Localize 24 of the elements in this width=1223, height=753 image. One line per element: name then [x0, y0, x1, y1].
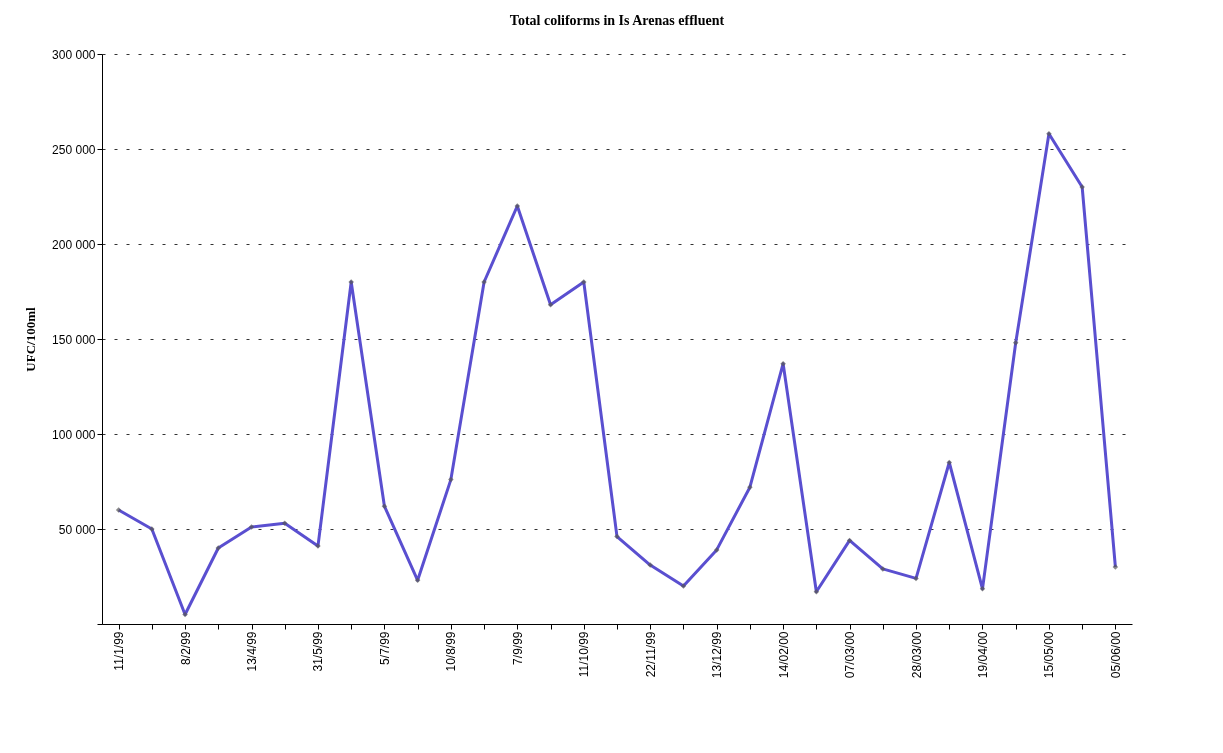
x-tick-label: 14/02/00 — [776, 631, 791, 679]
x-tick-label: 13/4/99 — [245, 631, 260, 672]
y-tick-label: 50 000 — [58, 522, 96, 537]
x-tick-label: 10/8/99 — [444, 631, 459, 672]
x-tick-label: 07/03/00 — [843, 631, 858, 679]
y-tick-label: 100 000 — [52, 427, 96, 442]
x-tick-label: 05/06/00 — [1108, 631, 1123, 679]
y-tick-label: 250 000 — [52, 142, 96, 157]
x-tick-label: 13/12/99 — [710, 631, 725, 679]
x-tick-label: 15/05/00 — [1042, 631, 1057, 679]
x-tick-label: 31/5/99 — [311, 631, 326, 672]
y-tick-label: 300 000 — [52, 47, 96, 62]
x-tick-label: 28/03/00 — [909, 631, 924, 679]
x-tick-label: 22/11/99 — [643, 631, 658, 678]
x-tick-label: 19/04/00 — [975, 631, 990, 679]
chart-title: Total coliforms in Is Arenas effluent — [509, 13, 725, 28]
y-tick-label: 200 000 — [52, 237, 96, 252]
x-tick-label: 5/7/99 — [377, 631, 392, 665]
y-axis-title: UFC/100ml — [23, 306, 39, 372]
x-tick-label: 7/9/99 — [510, 631, 525, 665]
x-tick-label: 11/10/99 — [577, 631, 592, 678]
y-tick-label: 150 000 — [52, 332, 96, 347]
x-tick-label: 8/2/99 — [178, 631, 193, 665]
x-tick-label: 11/1/99 — [112, 631, 127, 671]
